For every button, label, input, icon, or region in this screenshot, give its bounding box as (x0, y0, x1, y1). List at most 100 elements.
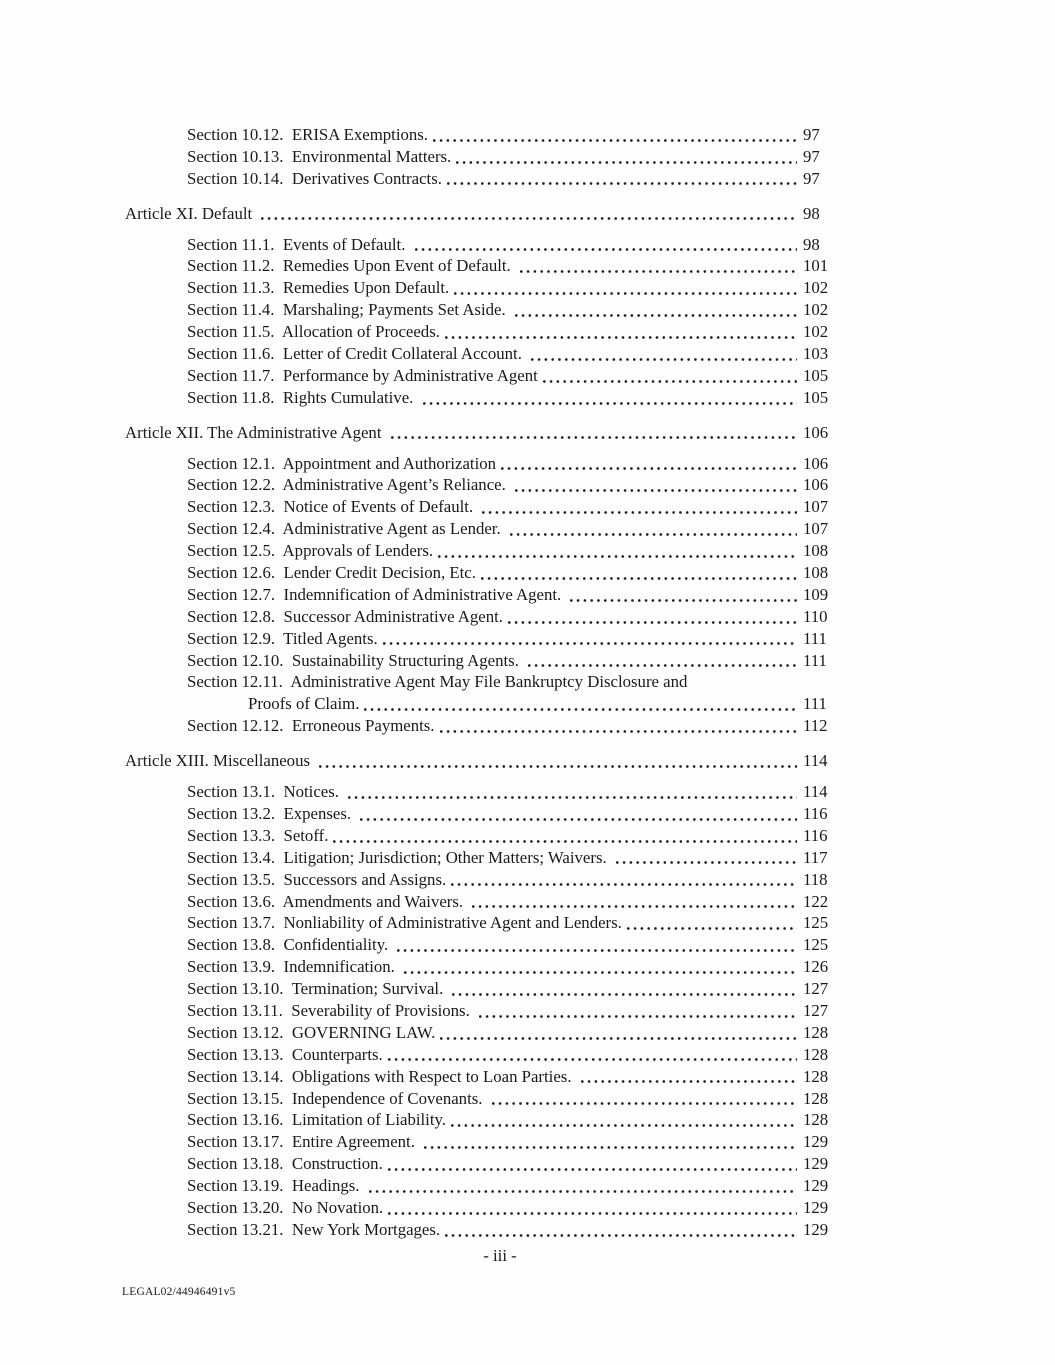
toc-entry-page: 106 (803, 475, 829, 495)
toc-section-row: Section 13.1. Notices. 114 (125, 781, 837, 803)
toc-entry-page: 102 (803, 278, 829, 298)
toc-entry-label: Section 11.7. Performance by Administrat… (187, 365, 538, 385)
toc-entry-label: Section 11.4. Marshaling; Payments Set A… (187, 300, 510, 320)
toc-entry-label: Section 13.6. Amendments and Waivers. (187, 891, 468, 911)
toc-section-row: Section 13.16. Limitation of Liability. 1… (125, 1109, 837, 1131)
toc-entry-label: Section 12.4. Administrative Agent as Le… (187, 519, 505, 539)
toc-entry-page: 127 (803, 979, 829, 999)
dot-leader (383, 1153, 801, 1175)
toc-entry-page: 111 (803, 650, 827, 670)
toc-entry-page: 129 (803, 1176, 829, 1196)
toc-entry-label: Section 11.6. Letter of Credit Collatera… (187, 344, 527, 364)
toc-section-row: Section 12.3. Notice of Events of Defaul… (125, 496, 837, 518)
toc-section-row: Section 13.6. Amendments and Waivers. 12… (125, 891, 837, 913)
dot-leader (256, 203, 801, 225)
toc-entry-label: Section 13.8. Confidentiality. (187, 935, 393, 955)
toc-entry-page: 101 (803, 256, 829, 276)
dot-leader (440, 1219, 801, 1241)
document-id-footer: LEGAL02/44946491v5 (122, 1286, 236, 1298)
toc-entry-label: Section 13.15. Independence of Covenants… (187, 1088, 487, 1108)
toc-entry-page: 110 (803, 606, 828, 626)
toc-entry-page: 128 (803, 1044, 829, 1064)
dot-leader (523, 650, 801, 672)
dot-leader (355, 803, 801, 825)
toc-entry-page: 105 (803, 387, 829, 407)
dot-leader (418, 387, 801, 409)
toc-entry-label: Section 11.3. Remedies Upon Default. (187, 278, 450, 298)
toc-section-row: Section 13.20. No Novation. 129 (125, 1197, 837, 1219)
toc-section-row: Section 13.13. Counterparts. 128 (125, 1044, 837, 1066)
toc-entry-label: Section 13.19. Headings. (187, 1176, 364, 1196)
toc-entry-label: Section 12.2. Administrative Agent’s Rel… (187, 475, 510, 495)
dot-leader (477, 496, 801, 518)
toc-entry-page: 111 (803, 694, 827, 714)
toc-entry-page: 97 (803, 125, 820, 144)
toc-entry-page: 112 (803, 716, 828, 736)
toc-section-row: Section 13.21. New York Mortgages. 129 (125, 1219, 837, 1241)
toc-entry-label: Section 13.2. Expenses. (187, 803, 356, 823)
toc-entry-page: 122 (803, 891, 829, 911)
dot-leader (510, 299, 801, 321)
dot-leader (314, 750, 801, 772)
toc-entry-page: 106 (803, 453, 829, 473)
toc-section-row: Section 12.2. Administrative Agent’s Rel… (125, 474, 837, 496)
dot-leader (383, 1197, 801, 1219)
toc-section-row: Section 12.7. Indemnification of Adminis… (125, 584, 837, 606)
toc-entry-page: 97 (803, 146, 820, 166)
toc-entry-label: Section 11.8. Rights Cumulative. (187, 387, 418, 407)
toc-entry-label: Section 12.5. Approvals of Lenders. (187, 541, 434, 561)
toc-entry-label: Section 12.11. Administrative Agent May … (187, 672, 688, 692)
dot-leader (538, 365, 801, 387)
dot-leader (359, 693, 801, 715)
toc-entry-label: Section 12.8. Successor Administrative A… (187, 606, 504, 626)
dot-leader (378, 628, 801, 650)
dot-leader (364, 1175, 801, 1197)
toc-entry-label: Section 12.9. Titled Agents. (187, 628, 378, 648)
dot-leader (622, 912, 801, 934)
toc-entry-page: 103 (803, 344, 829, 364)
toc-entry-label: Article XI. Default (125, 203, 257, 223)
toc-entry-page: 129 (803, 1132, 829, 1152)
toc-section-row: Section 12.4. Administrative Agent as Le… (125, 518, 837, 540)
dot-leader (328, 825, 801, 847)
toc-entry-page: 118 (803, 869, 828, 889)
toc-entry-label: Section 13.20. No Novation. (187, 1197, 384, 1217)
toc-entry-page: 129 (803, 1219, 829, 1239)
toc-entry-label: Section 12.6. Lender Credit Decision, Et… (187, 563, 476, 583)
toc-section-row: Section 11.8. Rights Cumulative. 105 (125, 387, 837, 409)
toc-entry-label: Section 12.1. Appointment and Authorizat… (187, 453, 497, 473)
toc-entry-label: Section 13.7. Nonliability of Administra… (187, 913, 622, 933)
toc-entry-page: 116 (803, 825, 828, 845)
toc-entry-label: Section 11.5. Allocation of Proceeds. (187, 322, 440, 342)
toc-section-row: Section 12.8. Successor Administrative A… (125, 606, 837, 628)
toc-entry-page: 128 (803, 1022, 829, 1042)
toc-section-row: Section 12.11. Administrative Agent May … (125, 671, 837, 693)
toc-entry-label: Section 13.12. GOVERNING LAW. (187, 1022, 436, 1042)
dot-leader (476, 562, 801, 584)
dot-leader (474, 1000, 801, 1022)
toc-entry-page: 116 (803, 803, 828, 823)
toc-entry-label: Section 12.7. Indemnification of Adminis… (187, 584, 566, 604)
toc-entry-page: 102 (803, 322, 829, 342)
dot-leader (447, 978, 801, 1000)
toc-section-row: Section 13.11. Severability of Provision… (125, 1000, 837, 1022)
toc: Section 10.12. ERISA Exemptions. 97 Sectio… (125, 124, 837, 1241)
toc-entry-page: 98 (803, 203, 820, 223)
dot-leader (399, 956, 801, 978)
dot-leader (392, 934, 801, 956)
dot-leader (435, 1022, 801, 1044)
dot-leader (515, 255, 801, 277)
dot-leader (576, 1066, 801, 1088)
dot-leader (611, 847, 801, 869)
toc-entry-label: Section 13.17. Entire Agreement. (187, 1132, 420, 1152)
toc-entry-page: 129 (803, 1197, 829, 1217)
dot-leader (446, 1109, 801, 1131)
dot-leader (433, 540, 801, 562)
dot-leader (383, 1044, 801, 1066)
toc-entry-label: Section 13.11. Severability of Provision… (187, 1000, 474, 1020)
toc-entry-label: Section 12.12. Erroneous Payments. (187, 716, 435, 736)
toc-entry-page: 107 (803, 497, 829, 517)
toc-continuation-row: Proofs of Claim. 111 (125, 693, 837, 715)
dot-leader (505, 518, 801, 540)
toc-entry-label: Section 13.21. New York Mortgages. (187, 1219, 441, 1239)
